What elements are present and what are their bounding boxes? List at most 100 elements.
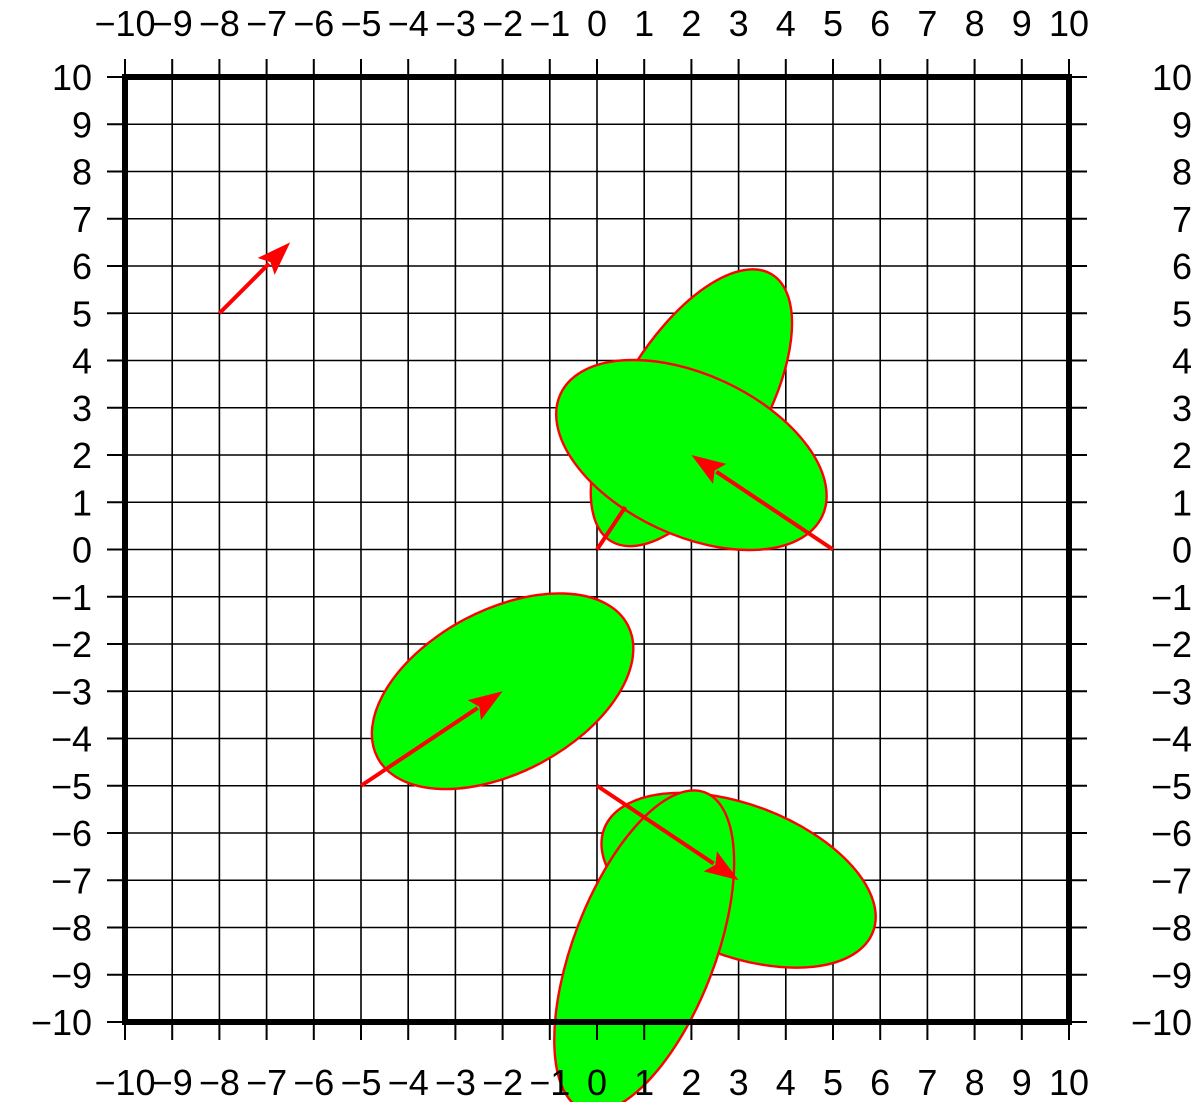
x-tick-label-bottom: −8 — [199, 1062, 240, 1102]
x-tick-label-top: 6 — [870, 3, 890, 44]
x-tick-label-top: 9 — [1012, 3, 1032, 44]
y-tick-label-right: 0 — [1172, 530, 1192, 571]
x-tick-label-bottom: 4 — [776, 1062, 796, 1102]
x-tick-label-top: −7 — [246, 3, 287, 44]
y-tick-label-left: 9 — [72, 104, 92, 145]
plot-frame — [122, 74, 1072, 1025]
x-tick-label-bottom: −2 — [482, 1062, 523, 1102]
x-tick-label-top: −10 — [94, 3, 155, 44]
x-tick-label-top: 7 — [917, 3, 937, 44]
vector-arrowhead — [467, 691, 503, 721]
y-tick-label-right: −10 — [1131, 1002, 1192, 1043]
y-tick-label-left: −3 — [51, 671, 92, 712]
y-tick-label-left: −5 — [51, 766, 92, 807]
vector-segment — [595, 505, 627, 551]
y-tick-label-left: 3 — [72, 388, 92, 429]
y-tick-label-left: −7 — [51, 860, 92, 901]
y-tick-label-left: 6 — [72, 246, 92, 287]
y-tick-label-right: 1 — [1172, 482, 1192, 523]
y-tick-label-right: −5 — [1151, 766, 1192, 807]
x-tick-label-bottom: 6 — [870, 1062, 890, 1102]
x-tick-label-bottom: −9 — [152, 1062, 193, 1102]
error-ellipse — [553, 789, 736, 1102]
y-tick-label-right: −2 — [1151, 624, 1192, 665]
y-tick-label-left: 0 — [72, 530, 92, 571]
y-tick-label-right: 3 — [1172, 388, 1192, 429]
y-tick-label-left: −10 — [31, 1002, 92, 1043]
x-tick-label-bottom: 9 — [1012, 1062, 1032, 1102]
axis-ticks — [107, 59, 1087, 1040]
vector-shaft — [715, 469, 835, 552]
y-tick-label-right: −9 — [1151, 955, 1192, 996]
x-tick-label-bottom: 2 — [681, 1062, 701, 1102]
x-tick-label-top: −8 — [199, 3, 240, 44]
vector-arrowhead — [691, 455, 727, 484]
y-tick-label-right: −1 — [1151, 577, 1192, 618]
x-tick-label-top: 3 — [729, 3, 749, 44]
vectors — [217, 242, 835, 881]
y-tick-label-right: −3 — [1151, 671, 1192, 712]
x-tick-label-top: 0 — [587, 3, 607, 44]
y-tick-label-right: 5 — [1172, 293, 1192, 334]
y-tick-label-right: −8 — [1151, 908, 1192, 949]
x-tick-label-top: 5 — [823, 3, 843, 44]
vector-arrowhead — [703, 851, 739, 881]
x-tick-label-bottom: −4 — [388, 1062, 429, 1102]
y-tick-label-right: −4 — [1151, 719, 1192, 760]
x-tick-label-bottom: −1 — [529, 1062, 570, 1102]
x-tick-label-top: 8 — [965, 3, 985, 44]
y-tick-label-right: 8 — [1172, 152, 1192, 193]
x-tick-label-bottom: −6 — [293, 1062, 334, 1102]
x-tick-label-bottom: 1 — [634, 1062, 654, 1102]
x-tick-label-top: −5 — [340, 3, 381, 44]
y-tick-label-right: 10 — [1152, 57, 1192, 98]
x-tick-label-bottom: −10 — [94, 1062, 155, 1102]
y-tick-label-left: 4 — [72, 341, 92, 382]
y-tick-label-right: 9 — [1172, 104, 1192, 145]
x-tick-label-bottom: 10 — [1049, 1062, 1089, 1102]
vector-shaft — [217, 262, 271, 315]
x-tick-label-bottom: 7 — [917, 1062, 937, 1102]
x-tick-label-bottom: −3 — [435, 1062, 476, 1102]
y-tick-label-left: −1 — [51, 577, 92, 618]
vector-shaft — [595, 784, 715, 866]
y-tick-label-left: −4 — [51, 719, 92, 760]
y-tick-label-left: −6 — [51, 813, 92, 854]
vector-arrowhead — [257, 242, 291, 275]
x-tick-label-top: −3 — [435, 3, 476, 44]
y-tick-label-right: 6 — [1172, 246, 1192, 287]
x-tick-label-top: 4 — [776, 3, 796, 44]
y-tick-label-left: −2 — [51, 624, 92, 665]
x-tick-label-bottom: −7 — [246, 1062, 287, 1102]
x-tick-label-bottom: 5 — [823, 1062, 843, 1102]
x-tick-label-bottom: −5 — [340, 1062, 381, 1102]
x-tick-label-top: 2 — [681, 3, 701, 44]
x-tick-label-top: 1 — [634, 3, 654, 44]
frame-border — [122, 74, 1072, 1025]
y-tick-label-left: 2 — [72, 435, 92, 476]
y-tick-label-left: 5 — [72, 293, 92, 334]
x-tick-label-bottom: 8 — [965, 1062, 985, 1102]
x-tick-label-top: −9 — [152, 3, 193, 44]
x-tick-label-top: −2 — [482, 3, 523, 44]
y-tick-label-left: 7 — [72, 199, 92, 240]
x-tick-label-top: −1 — [529, 3, 570, 44]
x-tick-label-bottom: 0 — [587, 1062, 607, 1102]
error-ellipses — [370, 268, 877, 1102]
y-tick-label-right: 4 — [1172, 341, 1192, 382]
y-tick-label-left: −9 — [51, 955, 92, 996]
y-tick-label-right: −7 — [1151, 860, 1192, 901]
y-tick-label-left: 1 — [72, 482, 92, 523]
y-tick-label-right: 2 — [1172, 435, 1192, 476]
vector-shaft — [359, 706, 479, 788]
x-tick-label-top: −4 — [388, 3, 429, 44]
y-tick-label-right: 7 — [1172, 199, 1192, 240]
y-tick-label-left: −8 — [51, 908, 92, 949]
y-tick-label-left: 10 — [52, 57, 92, 98]
tick-labels: −10−10−9−9−8−8−7−7−6−6−5−5−4−4−3−3−2−2−1… — [31, 3, 1192, 1102]
y-tick-label-left: 8 — [72, 152, 92, 193]
x-tick-label-top: −6 — [293, 3, 334, 44]
y-tick-label-right: −6 — [1151, 813, 1192, 854]
x-tick-label-top: 10 — [1049, 3, 1089, 44]
